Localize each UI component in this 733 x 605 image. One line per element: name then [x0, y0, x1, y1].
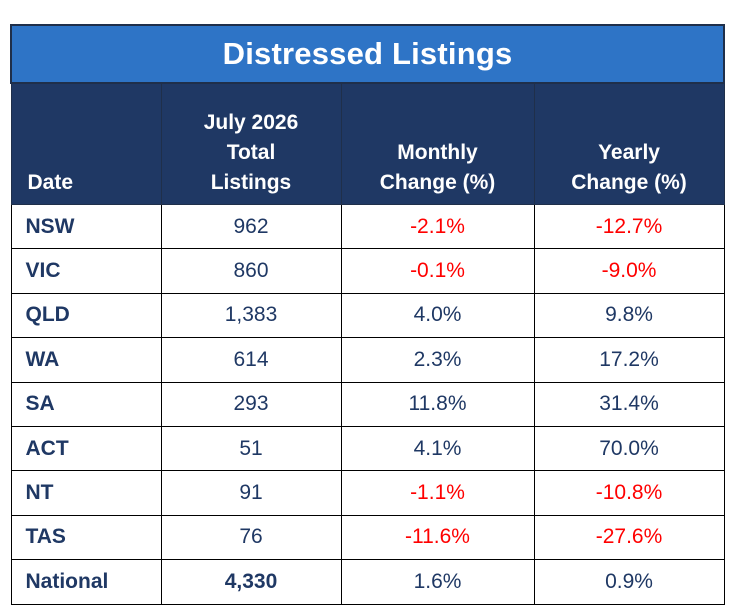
header-monthly-line2: Change (%) [379, 171, 496, 194]
header-date: Date [10, 82, 162, 205]
header-yearly-change: Yearly Change (%) [533, 82, 725, 205]
cell-total-listings: 91 [160, 470, 342, 516]
table-row: National 4,330 1.6% 0.9% [10, 559, 725, 605]
cell-region: TAS [10, 514, 162, 561]
cell-yearly-change: -27.6% [533, 514, 725, 561]
cell-total-listings: 76 [160, 514, 342, 561]
cell-yearly-change: 70.0% [533, 425, 725, 472]
table-row: VIC 860 -0.1% -9.0% [10, 248, 725, 294]
cell-total-listings: 293 [160, 381, 342, 427]
cell-monthly-change: 1.6% [340, 559, 535, 605]
cell-total-listings: 614 [160, 337, 342, 383]
cell-monthly-change: -11.6% [340, 514, 535, 561]
cell-monthly-change: -2.1% [340, 203, 535, 250]
cell-yearly-change: 9.8% [533, 292, 725, 339]
cell-yearly-change: -12.7% [533, 203, 725, 250]
cell-total-listings: 962 [160, 203, 342, 250]
header-total-line2: Total [226, 141, 276, 164]
cell-region: ACT [10, 425, 162, 472]
table-body: NSW 962 -2.1% -12.7% VIC 860 -0.1% -9.0% QLD 1,38… [10, 203, 725, 605]
cell-yearly-change: -9.0% [533, 248, 725, 294]
table-title: Distressed Listings [9, 24, 726, 84]
cell-region: National [10, 559, 162, 605]
cell-monthly-change: 11.8% [340, 381, 535, 427]
table-row: WA 614 2.3% 17.2% [10, 337, 725, 383]
cell-region: VIC [10, 248, 162, 294]
header-total-line3: Listings [210, 171, 292, 194]
cell-total-listings: 4,330 [160, 559, 342, 605]
cell-region: NT [10, 470, 162, 516]
cell-total-listings: 860 [160, 248, 342, 294]
table-row: QLD 1,383 4.0% 9.8% [10, 292, 725, 339]
header-total-listings: July 2026 Total Listings [160, 82, 342, 205]
cell-yearly-change: 17.2% [533, 337, 725, 383]
cell-region: WA [10, 337, 162, 383]
header-monthly-change: Monthly Change (%) [340, 82, 535, 205]
cell-yearly-change: 0.9% [533, 559, 725, 605]
table-row: TAS 76 -11.6% -27.6% [10, 514, 725, 561]
cell-yearly-change: -10.8% [533, 470, 725, 516]
cell-monthly-change: -1.1% [340, 470, 535, 516]
cell-total-listings: 1,383 [160, 292, 342, 339]
cell-monthly-change: 2.3% [340, 337, 535, 383]
cell-monthly-change: 4.1% [340, 425, 535, 472]
header-yearly-line2: Change (%) [571, 171, 687, 194]
table-row: ACT 51 4.1% 70.0% [10, 425, 725, 472]
table-row: SA 293 11.8% 31.4% [10, 381, 725, 427]
header-row: Date July 2026 Total Listings Monthly Ch… [10, 82, 725, 205]
header-monthly-line1: Monthly [397, 141, 478, 164]
distressed-listings-table: Distressed Listings Date July 2026 Total… [9, 24, 726, 605]
cell-region: NSW [10, 203, 162, 250]
header-total-line1: July 2026 [203, 111, 299, 134]
header-yearly-line1: Yearly [598, 141, 660, 164]
cell-total-listings: 51 [160, 425, 342, 472]
cell-region: SA [10, 381, 162, 427]
cell-monthly-change: 4.0% [340, 292, 535, 339]
table-row: NSW 962 -2.1% -12.7% [10, 203, 725, 250]
cell-monthly-change: -0.1% [340, 248, 535, 294]
cell-region: QLD [10, 292, 162, 339]
cell-yearly-change: 31.4% [533, 381, 725, 427]
table-row: NT 91 -1.1% -10.8% [10, 470, 725, 516]
